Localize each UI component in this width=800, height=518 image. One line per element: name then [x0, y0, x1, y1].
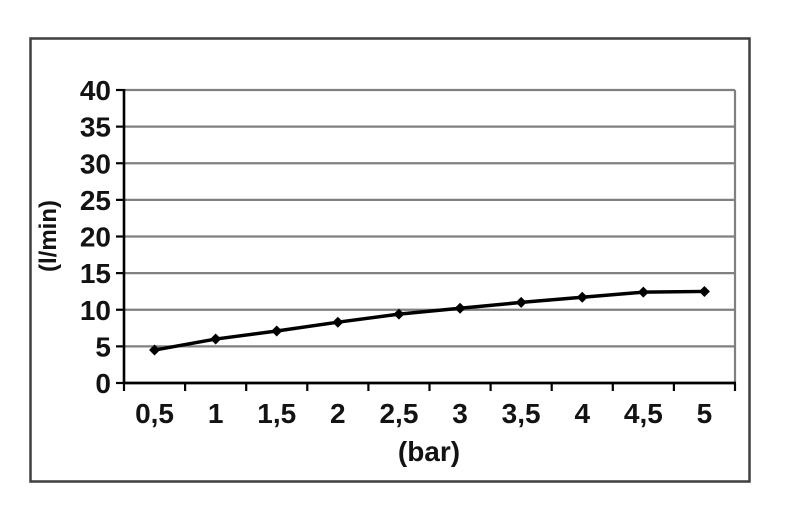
y-tick-label: 25 — [80, 185, 111, 216]
y-tick-label: 10 — [80, 295, 111, 326]
data-point-marker — [332, 316, 344, 328]
axes — [116, 88, 737, 391]
x-axis-title: (bar) — [398, 436, 460, 467]
gridlines — [124, 88, 737, 383]
data-point-marker — [698, 285, 710, 297]
x-tick-label: 2,5 — [379, 398, 418, 429]
data-point-marker — [576, 291, 588, 303]
x-tick-label: 3,5 — [502, 398, 541, 429]
data-series — [149, 285, 710, 356]
y-tick-label: 30 — [80, 148, 111, 179]
y-tick-label: 0 — [95, 368, 111, 399]
figure-border — [29, 37, 751, 483]
y-tick-label: 40 — [80, 75, 111, 106]
x-tick-label: 4,5 — [624, 398, 663, 429]
data-point-marker — [515, 296, 527, 308]
data-point-marker — [149, 344, 161, 356]
y-tick-label: 35 — [80, 112, 111, 143]
x-tick-label: 5 — [697, 398, 713, 429]
y-axis-title: (l/min) — [35, 200, 62, 272]
y-tick-label: 20 — [80, 222, 111, 253]
tick-labels: 0 5 10 15 20 25 30 35 40 0,5 1 1,5 2 2,5 3 3,5 4 4,5 5 — [80, 75, 712, 429]
x-tick-label: 3 — [452, 398, 468, 429]
y-tick-label: 15 — [80, 258, 111, 289]
data-point-marker — [454, 302, 466, 314]
data-point-marker — [393, 308, 405, 320]
data-point-marker — [271, 325, 283, 337]
x-tick-label: 2 — [330, 398, 346, 429]
x-tick-label: 1 — [208, 398, 224, 429]
data-point-marker — [210, 333, 222, 345]
y-tick-label: 5 — [95, 331, 111, 362]
x-tick-label: 0,5 — [135, 398, 174, 429]
series-line — [152, 289, 707, 352]
x-tick-label: 4 — [574, 398, 590, 429]
data-point-marker — [637, 286, 649, 298]
x-tick-label: 1,5 — [257, 398, 296, 429]
